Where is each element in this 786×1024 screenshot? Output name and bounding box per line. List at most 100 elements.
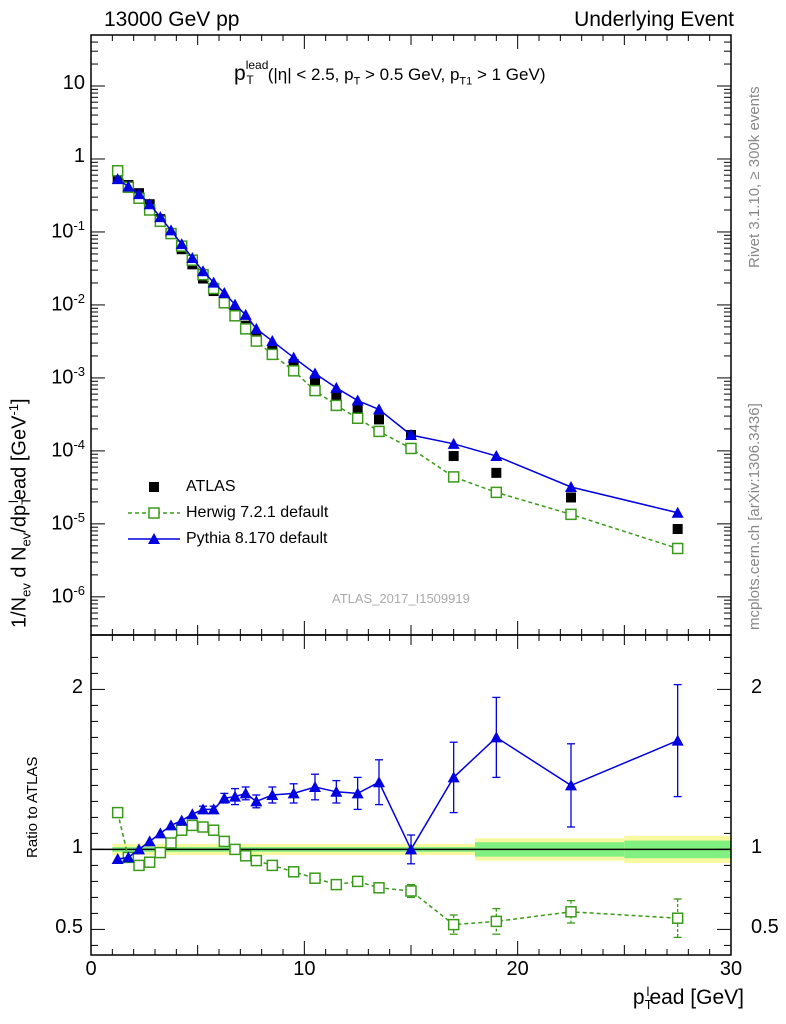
x-tick-label: 10	[293, 958, 316, 980]
main-point-herwig	[330, 399, 343, 412]
y-tick-label-main-exp: -2	[73, 290, 85, 306]
ratio-point-herwig	[565, 906, 577, 918]
main-point-herwig	[447, 471, 460, 483]
ratio-point-herwig	[197, 821, 209, 833]
legend-marker-pythia	[148, 533, 160, 544]
ylabel-a: 1/N	[8, 596, 31, 628]
y-tick-label-main: 10-5	[51, 509, 85, 535]
title-cut2-sub: T1	[459, 75, 473, 88]
title-sub-T: T	[246, 73, 254, 88]
mcplots-label: mcplots.cern.ch [arXiv:1306.3436]	[746, 403, 763, 630]
ratio-point-pythia	[565, 779, 577, 791]
main-point-pythia	[565, 481, 577, 493]
ylabel-j: ]	[8, 398, 31, 404]
title-cut1: (|η| < 2.5, p	[267, 65, 354, 84]
ratio-point-herwig	[229, 843, 241, 856]
ylabel-i: -1	[6, 403, 21, 416]
ratio-point-pythia	[143, 835, 156, 847]
ratio-point-pythia	[122, 851, 135, 863]
main-point-pythia	[133, 188, 145, 200]
y-tick-label-main-exp: -5	[73, 509, 85, 525]
title-sup-lead: lead	[245, 58, 269, 73]
title-cut1-sub: T	[353, 75, 361, 88]
y-tick-label-main-exp: -1	[73, 217, 85, 233]
main-point-herwig	[565, 508, 577, 521]
ratio-point-pythia	[133, 843, 145, 855]
y-tick-label-main: 10-2	[51, 290, 85, 316]
ratio-point-pythia	[490, 731, 503, 743]
x-axis-label: pTlead [GeV]	[633, 984, 744, 1012]
main-point-pythia	[165, 224, 177, 236]
main-point-atlas	[566, 492, 576, 503]
y-tick-label-ratio-right: 2	[751, 676, 763, 699]
ratio-point-pythia	[287, 787, 300, 799]
x-tick-label: 30	[719, 958, 743, 980]
main-point-atlas	[288, 359, 299, 370]
y-axis-label-main: 1/Nev d Nev/dpTlead [GeV-1]	[6, 398, 34, 628]
ratio-point-herwig	[239, 850, 252, 862]
legend-marker-atlas	[149, 482, 159, 492]
ratio-point-herwig	[309, 872, 321, 884]
y-tick-label-ratio-right: 1	[751, 836, 763, 859]
main-point-pythia	[671, 506, 684, 518]
y-tick-label-main: 10-3	[51, 363, 85, 389]
ratio-frame	[90, 634, 732, 956]
ratio-point-herwig	[154, 846, 167, 859]
ratio-point-herwig	[351, 875, 364, 888]
ratio-point-herwig	[111, 806, 124, 819]
tick-layer	[90, 34, 732, 955]
main-point-pythia	[111, 173, 124, 185]
main-point-herwig	[373, 425, 385, 438]
ratio-point-pythia	[405, 843, 417, 855]
ratio-point-herwig	[490, 915, 503, 928]
main-point-pythia	[197, 265, 209, 277]
ylabel-b: ev	[18, 583, 34, 597]
main-point-atlas	[491, 467, 502, 478]
ratio-point-herwig	[330, 878, 343, 891]
y-axis-label-ratio: Ratio to ATLAS	[24, 756, 41, 858]
main-point-pythia	[154, 211, 167, 223]
ratio-point-herwig	[250, 854, 263, 867]
main-point-herwig	[309, 384, 321, 397]
ratio-point-pythia	[197, 803, 209, 815]
y-tick-label-main: 1	[73, 144, 85, 167]
main-point-pythia	[373, 403, 385, 415]
ratio-point-pythia	[218, 792, 231, 804]
ratio-point-herwig	[287, 866, 300, 878]
ratio-point-pythia	[671, 734, 684, 746]
ylabel-e: /dp	[8, 504, 31, 533]
main-point-atlas	[448, 451, 459, 462]
main-point-pythia	[309, 367, 321, 379]
main-point-pythia	[266, 335, 279, 347]
ratio-point-pythia	[309, 781, 321, 792]
analysis-watermark: ATLAS_2017_I1509919	[332, 591, 470, 606]
main-point-herwig	[405, 442, 417, 455]
main-point-pythia	[287, 351, 300, 363]
ratio-point-herwig	[218, 835, 231, 848]
ratio-point-pythia	[351, 787, 364, 799]
main-point-pythia	[143, 198, 156, 210]
series-layer	[111, 164, 684, 939]
y-tick-label-main: 10-4	[51, 436, 85, 462]
header-right: Underlying Event	[574, 8, 734, 31]
main-point-pythia	[218, 286, 231, 298]
main-point-pythia	[330, 381, 343, 393]
y-tick-label-main-exp: -4	[73, 436, 85, 452]
main-point-herwig	[218, 297, 231, 309]
ylabel-c: d N	[8, 546, 31, 584]
title-cut2: > 0.5 GeV, p	[360, 65, 460, 84]
y-tick-label-main-exp: -3	[73, 363, 85, 379]
xlabel-c: l	[646, 984, 650, 999]
ratio-point-pythia	[186, 808, 199, 820]
xlabel-b: T	[644, 997, 653, 1013]
main-point-pythia	[490, 450, 503, 462]
main-point-herwig	[266, 348, 279, 361]
ratio-point-herwig	[373, 882, 385, 894]
ratio-point-pythia	[165, 819, 177, 831]
plot-title: pleadT (|η| < 2.5, pT > 0.5 GeV, pT1 > 1 …	[234, 58, 545, 88]
main-point-pythia	[207, 276, 220, 288]
y-tick-label-main: 10	[62, 72, 85, 94]
main-point-herwig	[671, 542, 684, 555]
ratio-point-herwig	[143, 856, 156, 868]
